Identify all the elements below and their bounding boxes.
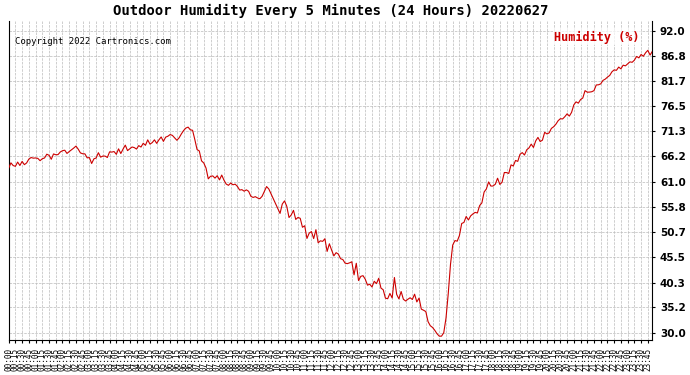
Text: Humidity (%): Humidity (%) bbox=[554, 30, 640, 44]
Title: Outdoor Humidity Every 5 Minutes (24 Hours) 20220627: Outdoor Humidity Every 5 Minutes (24 Hou… bbox=[112, 4, 549, 18]
Text: Copyright 2022 Cartronics.com: Copyright 2022 Cartronics.com bbox=[15, 37, 171, 46]
